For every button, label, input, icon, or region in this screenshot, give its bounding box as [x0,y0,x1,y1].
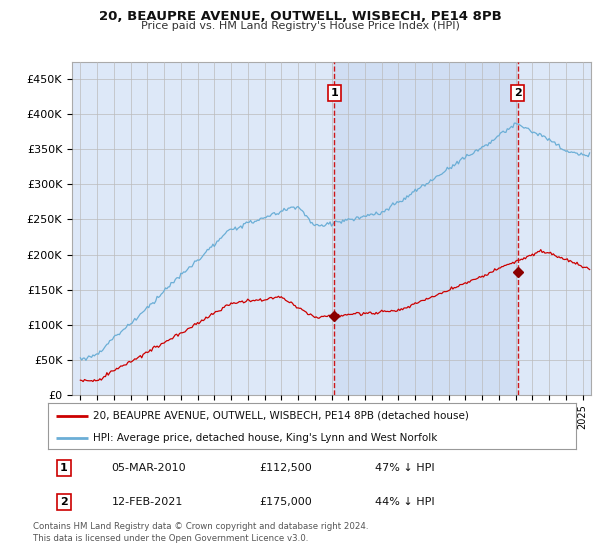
Text: 20, BEAUPRE AVENUE, OUTWELL, WISBECH, PE14 8PB (detached house): 20, BEAUPRE AVENUE, OUTWELL, WISBECH, PE… [93,410,469,421]
Text: 20, BEAUPRE AVENUE, OUTWELL, WISBECH, PE14 8PB: 20, BEAUPRE AVENUE, OUTWELL, WISBECH, PE… [98,10,502,23]
Text: 1: 1 [331,88,338,98]
Text: £112,500: £112,500 [259,463,312,473]
Text: 47% ↓ HPI: 47% ↓ HPI [376,463,435,473]
Text: HPI: Average price, detached house, King's Lynn and West Norfolk: HPI: Average price, detached house, King… [93,433,437,442]
Text: Price paid vs. HM Land Registry's House Price Index (HPI): Price paid vs. HM Land Registry's House … [140,21,460,31]
Text: £175,000: £175,000 [259,497,312,507]
Text: Contains HM Land Registry data © Crown copyright and database right 2024.
This d: Contains HM Land Registry data © Crown c… [33,522,368,543]
Text: 12-FEB-2021: 12-FEB-2021 [112,497,183,507]
Text: 2: 2 [60,497,68,507]
Text: 1: 1 [60,463,68,473]
Text: 05-MAR-2010: 05-MAR-2010 [112,463,186,473]
Bar [334,62,518,395]
Text: 44% ↓ HPI: 44% ↓ HPI [376,497,435,507]
Text: 2: 2 [514,88,521,98]
